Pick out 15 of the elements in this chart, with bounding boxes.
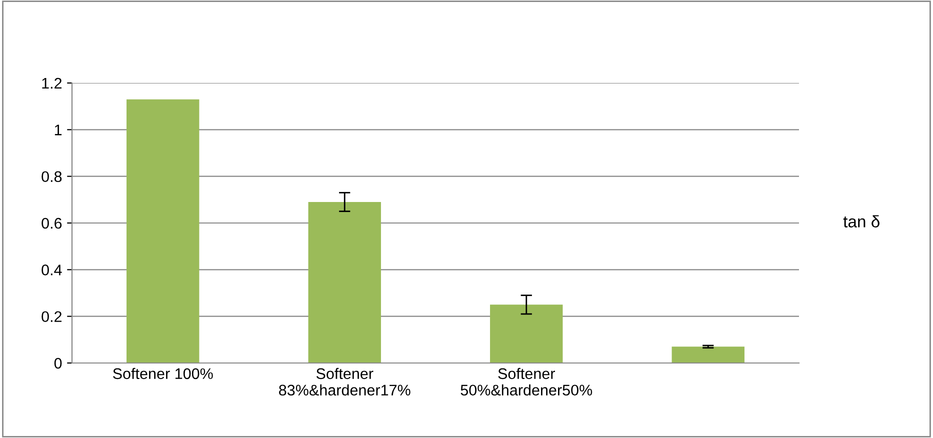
y-tick-label: 0.4	[42, 264, 62, 276]
x-tick-label: Softener 100%	[113, 368, 213, 380]
x-tick-label: Softener 50%&hardener50%	[460, 368, 592, 396]
y-tick-label: 0.2	[42, 311, 62, 322]
bar	[126, 99, 200, 363]
bar	[490, 304, 563, 363]
bar	[308, 202, 381, 363]
y-tick-label: 1	[54, 124, 62, 136]
y-tick-label: 0	[54, 358, 62, 369]
text: tan δ	[843, 215, 880, 228]
y-tick-label: 0.8	[42, 171, 62, 182]
bar	[672, 346, 744, 363]
x-tick-label: Softener 83%&hardener17%	[279, 368, 410, 396]
y-tick-label: 1.2	[42, 78, 62, 89]
y-tick-label: 0.6	[42, 218, 62, 229]
